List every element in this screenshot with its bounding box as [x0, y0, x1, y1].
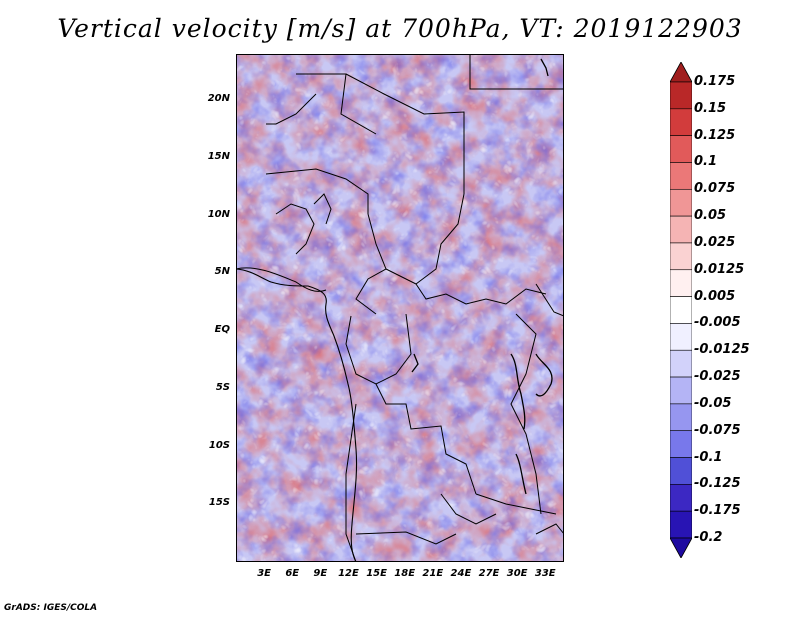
lon-label: 12E — [338, 568, 359, 579]
colorbar-level-label: -0.1 — [694, 449, 723, 465]
colorbar-bin — [670, 81, 692, 110]
colorbar-max-arrow — [670, 62, 692, 83]
colorbar-bin — [670, 296, 692, 324]
colorbar-bin — [670, 108, 692, 136]
lat-label: 10S — [208, 439, 230, 451]
grads-credit: GrADS: IGES/COLA — [4, 603, 98, 613]
colorbar-bin — [670, 135, 692, 163]
colorbar-bin — [670, 430, 692, 458]
lat-label: 5S — [215, 381, 230, 393]
lon-label: 15E — [366, 568, 387, 579]
colorbar-bin — [670, 510, 692, 539]
colorbar-level-label: 0.05 — [694, 208, 727, 224]
colorbar-bin — [670, 269, 692, 297]
lon-label: 9E — [313, 568, 328, 579]
lon-label: 24E — [450, 568, 472, 579]
lon-label: 27E — [478, 568, 500, 579]
colorbar-level-label: -0.125 — [694, 476, 741, 492]
lat-label: 15N — [207, 150, 230, 162]
colorbar-bin — [670, 242, 692, 271]
colorbar-level-label: 0.0125 — [694, 261, 745, 277]
lat-label: 15S — [208, 497, 230, 509]
colorbar-min-arrow — [670, 537, 692, 558]
colorbar-bin — [670, 323, 692, 351]
colorbar-level-label: -0.2 — [694, 530, 723, 545]
lon-label: 3E — [257, 568, 271, 579]
colorbar-bin — [670, 403, 692, 432]
coastline — [236, 268, 358, 562]
colorbar-level-label: -0.05 — [694, 395, 732, 411]
colorbar-bin — [670, 349, 692, 378]
colorbar-bin — [670, 376, 692, 405]
colorbar-bin — [670, 457, 692, 485]
colorbar-bin — [670, 215, 692, 244]
colorbar — [670, 62, 692, 558]
colorbar-level-label: 0.15 — [694, 100, 727, 116]
colorbar-bin — [670, 162, 692, 190]
lat-label: 10N — [207, 208, 230, 220]
lon-label: 21E — [422, 568, 444, 579]
colorbar-level-label: 0.1 — [694, 154, 718, 170]
map-title: Vertical velocity [m/s] at 700hPa, VT: 2… — [57, 14, 743, 43]
vertical-velocity-map — [236, 54, 564, 562]
colorbar-level-label: -0.0125 — [694, 342, 750, 358]
colorbar-bin — [670, 484, 692, 512]
map-frame — [236, 54, 564, 562]
colorbar-level-label: 0.025 — [694, 234, 736, 250]
colorbar-level-label: -0.175 — [694, 503, 741, 519]
lon-label: 30E — [506, 568, 528, 579]
lon-label: 33E — [534, 568, 556, 579]
lat-label: 20N — [207, 93, 230, 105]
lon-label: 6E — [285, 568, 300, 579]
velocity-field-neutral — [236, 54, 564, 562]
colorbar-level-label: 0.075 — [694, 181, 736, 197]
colorbar-bin — [670, 188, 692, 217]
colorbar-level-label: -0.075 — [694, 422, 741, 438]
country-borders — [236, 54, 564, 562]
lakes — [411, 58, 553, 495]
colorbar-level-label: 0.125 — [694, 127, 736, 143]
lat-label: 5N — [214, 266, 230, 278]
colorbar-level-label: 0.175 — [694, 74, 736, 89]
colorbar-level-label: -0.005 — [694, 315, 741, 331]
colorbar-level-label: -0.025 — [694, 369, 741, 385]
lon-label: 18E — [394, 568, 416, 579]
lat-label: EQ — [214, 324, 230, 336]
colorbar-level-label: 0.005 — [694, 288, 736, 304]
